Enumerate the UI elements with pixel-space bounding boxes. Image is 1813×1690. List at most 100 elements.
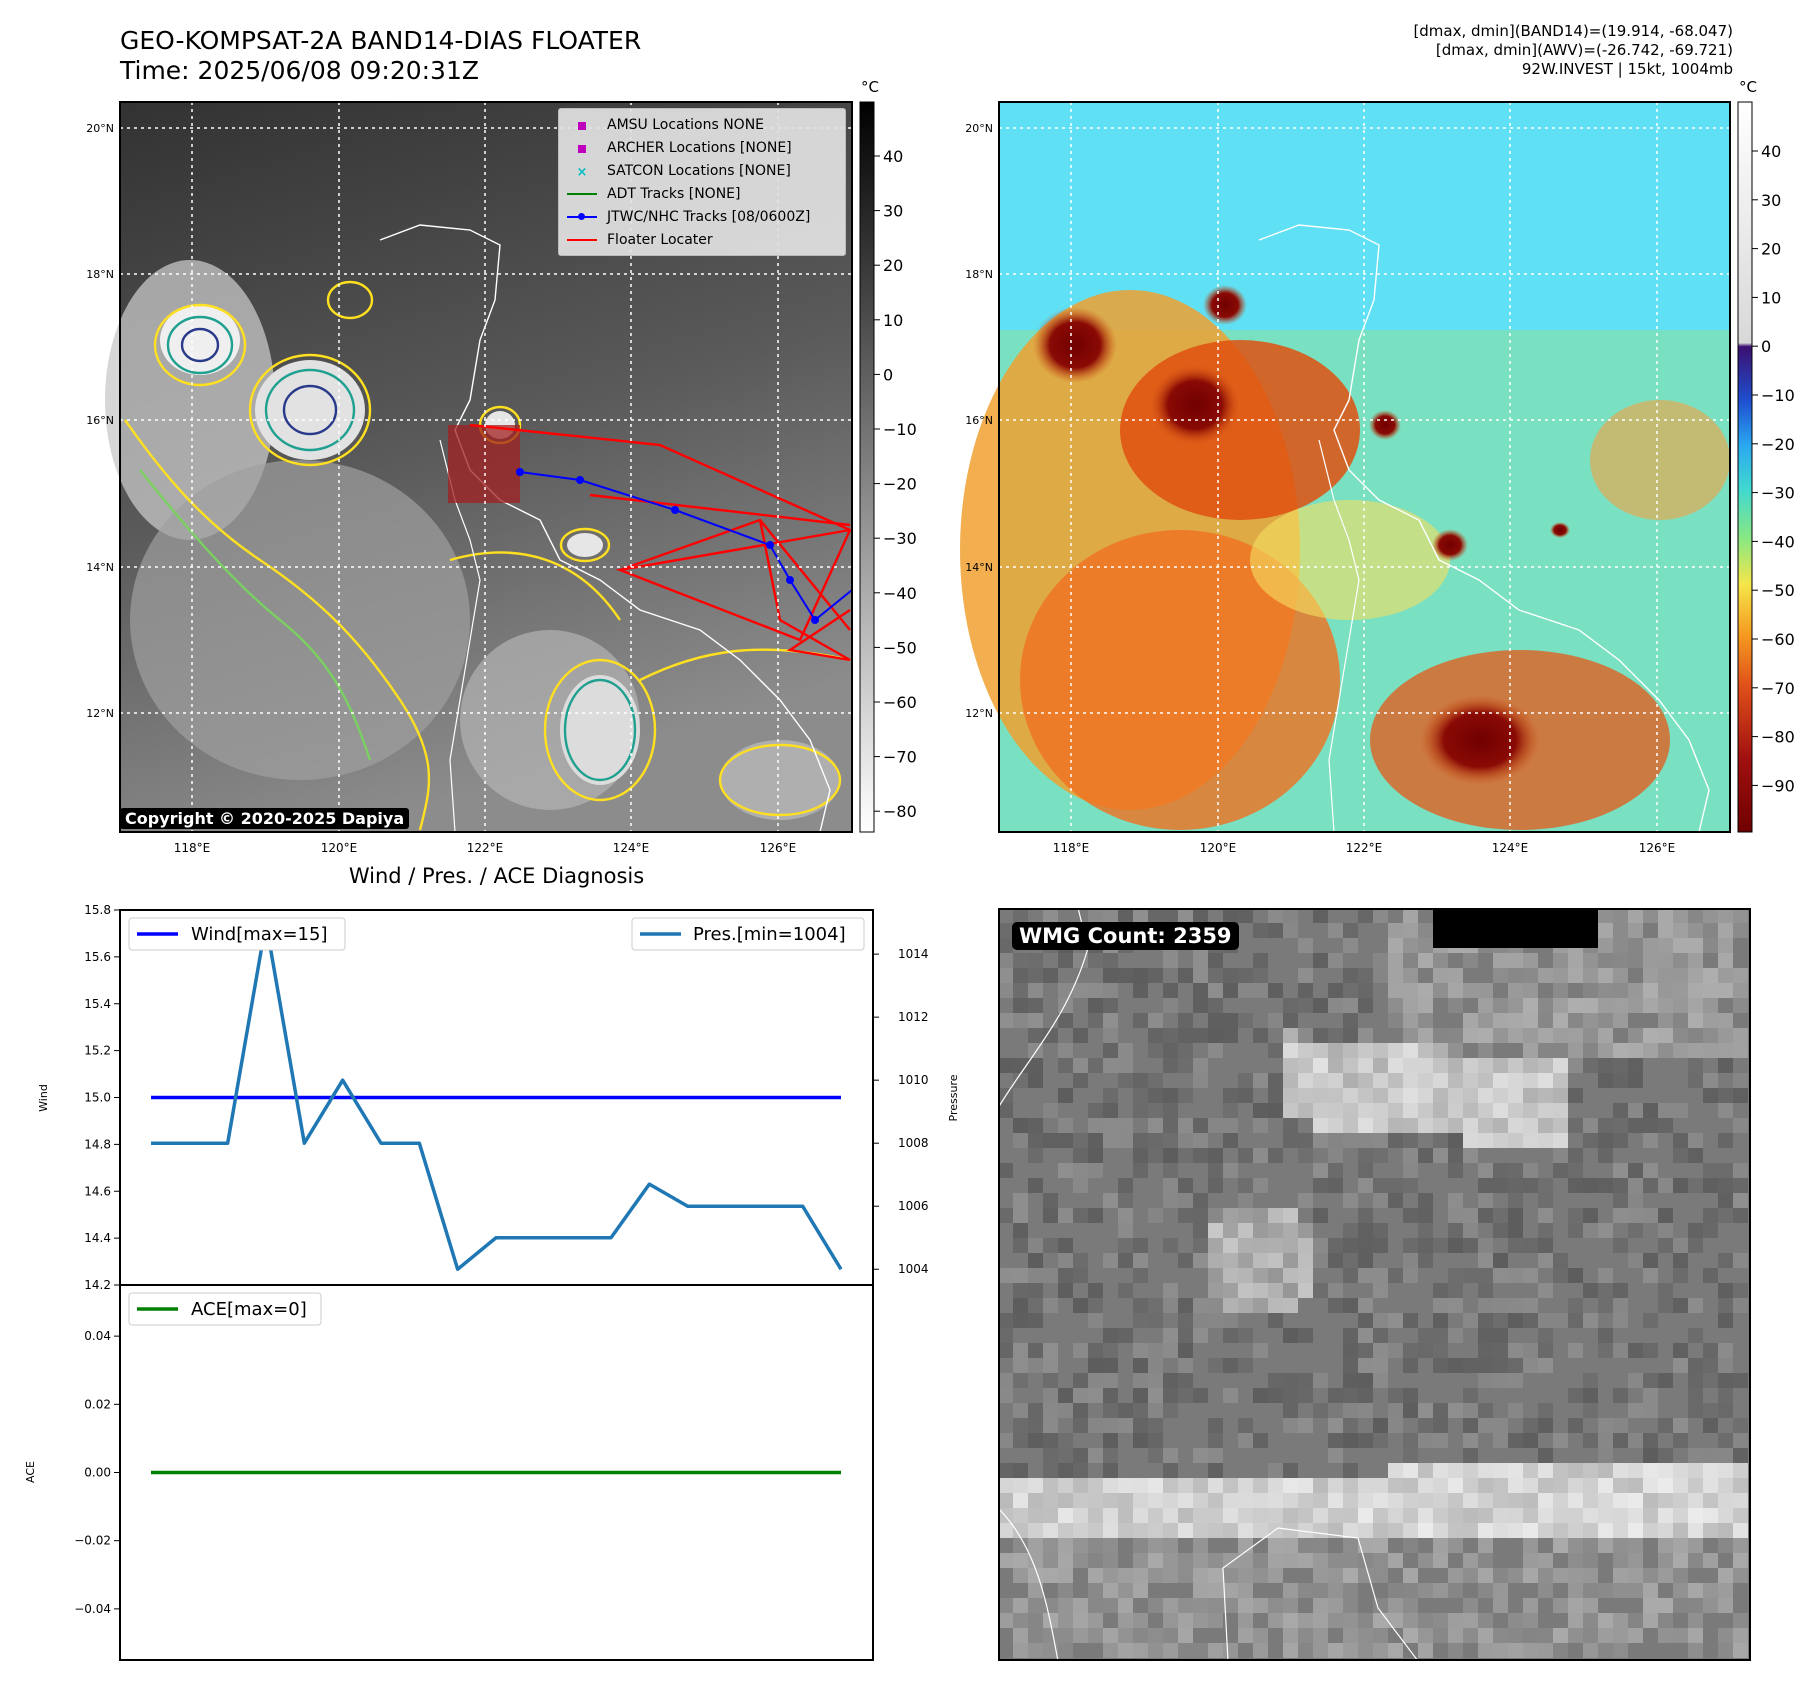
wmg-pixel (1148, 1508, 1163, 1523)
wmg-pixel (1373, 968, 1388, 983)
pressure-tick-label: 1012 (898, 1010, 929, 1024)
wmg-pixel (1298, 1328, 1313, 1343)
wmg-pixel (1253, 1073, 1268, 1088)
wmg-pixel (1463, 1103, 1478, 1118)
wmg-pixel (1283, 1058, 1298, 1073)
wmg-pixel (1553, 998, 1568, 1013)
wmg-pixel (1343, 1643, 1358, 1658)
wmg-pixel (1463, 1118, 1478, 1133)
wmg-pixel (1253, 1253, 1268, 1268)
wmg-pixel (1493, 1268, 1508, 1283)
legend-marker-icon (565, 141, 599, 155)
wmg-pixel (1418, 1148, 1433, 1163)
wmg-pixel (1628, 1433, 1643, 1448)
wmg-pixel (1403, 1388, 1418, 1403)
wmg-pixel (1478, 1238, 1493, 1253)
wmg-pixel (1448, 1268, 1463, 1283)
wmg-pixel (1598, 1268, 1613, 1283)
wmg-pixel (1148, 1523, 1163, 1538)
wmg-pixel (1478, 1163, 1493, 1178)
wmg-pixel (1343, 1418, 1358, 1433)
wmg-pixel (1613, 1568, 1628, 1583)
wmg-pixel (1418, 1403, 1433, 1418)
wmg-pixel (1313, 1028, 1328, 1043)
wmg-pixel (1118, 1598, 1133, 1613)
wmg-pixel (1043, 1343, 1058, 1358)
wmg-pixel (1283, 923, 1298, 938)
ir-legend-item: ARCHER Locations [NONE] (565, 136, 839, 159)
wmg-pixel (1583, 1508, 1598, 1523)
wmg-pixel (1043, 908, 1058, 923)
wmg-pixel (1103, 1358, 1118, 1373)
wmg-pixel (1088, 1373, 1103, 1388)
wmg-pixel (1283, 1463, 1298, 1478)
wmg-pixel (1703, 1013, 1718, 1028)
wmg-pixel (1268, 1568, 1283, 1583)
wmg-pixel (1703, 1463, 1718, 1478)
wmg-pixel (1568, 1088, 1583, 1103)
wmg-pixel (1733, 1523, 1748, 1538)
wmg-pixel (998, 968, 1013, 983)
wmg-pixel (1268, 1598, 1283, 1613)
wmg-pixel (1673, 1253, 1688, 1268)
wmg-pixel (1598, 1298, 1613, 1313)
wmg-pixel (1613, 1343, 1628, 1358)
wmg-pixel (1688, 1178, 1703, 1193)
wmg-pixel (1658, 1103, 1673, 1118)
wmg-pixel (1238, 1568, 1253, 1583)
wmg-pixel (1538, 1088, 1553, 1103)
wmg-pixel (1373, 1103, 1388, 1118)
wmg-pixel (1028, 1058, 1043, 1073)
wmg-pixel (1478, 1313, 1493, 1328)
wmg-pixel (1268, 1373, 1283, 1388)
wmg-pixel (1628, 1118, 1643, 1133)
wmg-pixel (1613, 1388, 1628, 1403)
wmg-pixel (1493, 1478, 1508, 1493)
wmg-pixel (1613, 1478, 1628, 1493)
wmg-pixel (1103, 1253, 1118, 1268)
wmg-pixel (1493, 1463, 1508, 1478)
wmg-pixel (1133, 1628, 1148, 1643)
wmg-pixel (1508, 1343, 1523, 1358)
wmg-pixel (1508, 1463, 1523, 1478)
ir-cloud-field (105, 260, 840, 820)
wmg-pixel (1373, 1553, 1388, 1568)
wmg-pixel (1178, 1553, 1193, 1568)
wmg-pixel (1418, 1238, 1433, 1253)
wmg-pixel (1208, 1148, 1223, 1163)
wmg-pixel (1628, 1043, 1643, 1058)
wmg-pixel (1343, 998, 1358, 1013)
wmg-pixel (1163, 908, 1178, 923)
wmg-pixel (1088, 1553, 1103, 1568)
wmg-pixel (1103, 1493, 1118, 1508)
wmg-pixel (1448, 968, 1463, 983)
wmg-pixel (1283, 1073, 1298, 1088)
wmg-pixel (1073, 1418, 1088, 1433)
wmg-pixel (1088, 1103, 1103, 1118)
wmg-pixel (1088, 1628, 1103, 1643)
wmg-pixel (1523, 1133, 1538, 1148)
wmg-pixel (1238, 1493, 1253, 1508)
wmg-pixel (1193, 1598, 1208, 1613)
wmg-pixel (1478, 1028, 1493, 1043)
ir-lon-tick: 124°E (613, 841, 650, 855)
wmg-pixel (1028, 1283, 1043, 1298)
ace-tick-label: 0.04 (84, 1329, 111, 1343)
ir-legend-item: ADT Tracks [NONE] (565, 182, 839, 205)
wv-colorbar-tick: 10 (1761, 288, 1781, 307)
wmg-pixel (1178, 1343, 1193, 1358)
wmg-pixel (1343, 1433, 1358, 1448)
wmg-pixel (1133, 1568, 1148, 1583)
wmg-pixel (998, 1463, 1013, 1478)
wmg-pixel (1553, 1088, 1568, 1103)
wmg-pixel (1148, 1628, 1163, 1643)
wmg-pixel (1688, 1598, 1703, 1613)
wmg-pixel (1568, 1508, 1583, 1523)
wmg-pixel (1088, 1208, 1103, 1223)
wmg-pixel (1628, 1208, 1643, 1223)
wmg-pixel (1403, 1013, 1418, 1028)
figure-title: GEO-KOMPSAT-2A BAND14-DIAS FLOATER (120, 26, 642, 55)
wmg-pixel (1703, 1223, 1718, 1238)
wmg-pixel (1628, 1493, 1643, 1508)
wmg-pixel (1508, 1163, 1523, 1178)
